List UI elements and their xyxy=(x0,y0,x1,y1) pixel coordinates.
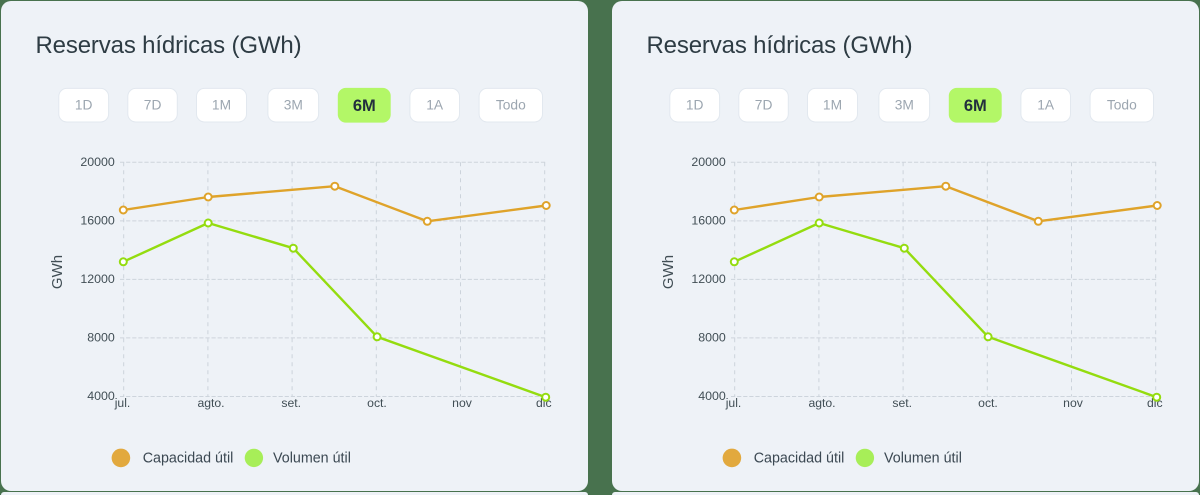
svg-text:Todo: Todo xyxy=(496,98,526,113)
svg-text:12000: 12000 xyxy=(692,272,727,286)
svg-text:20000: 20000 xyxy=(80,155,115,169)
svg-text:6M: 6M xyxy=(353,97,376,115)
svg-text:7D: 7D xyxy=(144,98,162,113)
svg-text:1M: 1M xyxy=(212,98,231,113)
svg-text:20000: 20000 xyxy=(692,155,727,169)
svg-text:12000: 12000 xyxy=(80,272,115,286)
svg-text:Capacidad útil: Capacidad útil xyxy=(143,451,234,467)
svg-text:7D: 7D xyxy=(755,98,773,113)
svg-text:agto.: agto. xyxy=(197,396,224,410)
svg-text:16000: 16000 xyxy=(692,214,727,228)
svg-text:Todo: Todo xyxy=(1107,98,1137,113)
svg-text:GWh: GWh xyxy=(660,255,677,289)
svg-text:1D: 1D xyxy=(686,98,704,113)
svg-text:nov: nov xyxy=(1063,396,1084,410)
svg-text:set.: set. xyxy=(281,396,301,410)
svg-text:oct.: oct. xyxy=(978,396,998,410)
svg-text:GWh: GWh xyxy=(49,255,66,289)
svg-text:6M: 6M xyxy=(964,97,987,115)
svg-text:Reservas hídricas (GWh): Reservas hídricas (GWh) xyxy=(647,32,913,59)
svg-text:jul.: jul. xyxy=(114,396,131,410)
svg-text:1M: 1M xyxy=(823,98,842,113)
svg-text:1A: 1A xyxy=(1037,98,1055,113)
svg-text:Volumen útil: Volumen útil xyxy=(884,451,962,467)
svg-text:3M: 3M xyxy=(284,98,303,113)
svg-text:agto.: agto. xyxy=(809,396,836,410)
svg-text:Capacidad útil: Capacidad útil xyxy=(754,451,845,467)
svg-text:3M: 3M xyxy=(895,98,914,113)
svg-text:4000: 4000 xyxy=(698,389,726,403)
svg-text:jul.: jul. xyxy=(725,396,742,410)
svg-text:oct.: oct. xyxy=(367,396,387,410)
svg-text:8000: 8000 xyxy=(87,331,115,345)
svg-text:Volumen útil: Volumen útil xyxy=(273,451,351,467)
svg-text:1D: 1D xyxy=(75,98,93,113)
svg-text:8000: 8000 xyxy=(698,331,726,345)
svg-text:set.: set. xyxy=(893,396,913,410)
svg-text:16000: 16000 xyxy=(80,214,115,228)
svg-text:1A: 1A xyxy=(426,98,444,113)
svg-text:Reservas hídricas (GWh): Reservas hídricas (GWh) xyxy=(36,32,302,59)
svg-text:4000: 4000 xyxy=(87,389,115,403)
svg-text:nov: nov xyxy=(452,396,473,410)
